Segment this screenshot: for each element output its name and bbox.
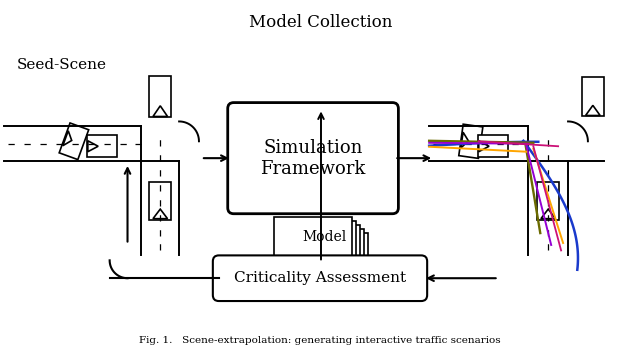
Bar [278,221,356,264]
Polygon shape [153,106,168,116]
Polygon shape [541,209,556,219]
Polygon shape [461,132,468,148]
Text: Seed-Scene: Seed-Scene [17,58,106,72]
Bar [275,217,352,260]
Bar [538,182,559,220]
Bar [459,124,483,158]
Bar [582,77,604,116]
Bar [286,229,364,272]
Polygon shape [153,209,168,219]
Text: Model: Model [303,230,347,244]
Bar [290,232,367,276]
Bar [87,135,116,157]
Polygon shape [479,141,489,152]
Bar [477,135,508,157]
Text: Criticality Assessment: Criticality Assessment [234,271,406,285]
Text: Fig. 1.   Scene-extrapolation: generating interactive traffic scenarios: Fig. 1. Scene-extrapolation: generating … [139,336,501,345]
FancyBboxPatch shape [228,103,398,214]
Polygon shape [586,105,600,115]
Bar [149,182,171,220]
Bar [59,123,89,159]
FancyBboxPatch shape [213,255,427,301]
Bar [282,225,360,268]
Polygon shape [88,141,98,152]
Polygon shape [63,131,72,146]
Text: Model Collection: Model Collection [250,14,393,31]
Text: Simulation
Framework: Simulation Framework [260,139,365,178]
Bar [149,76,171,117]
